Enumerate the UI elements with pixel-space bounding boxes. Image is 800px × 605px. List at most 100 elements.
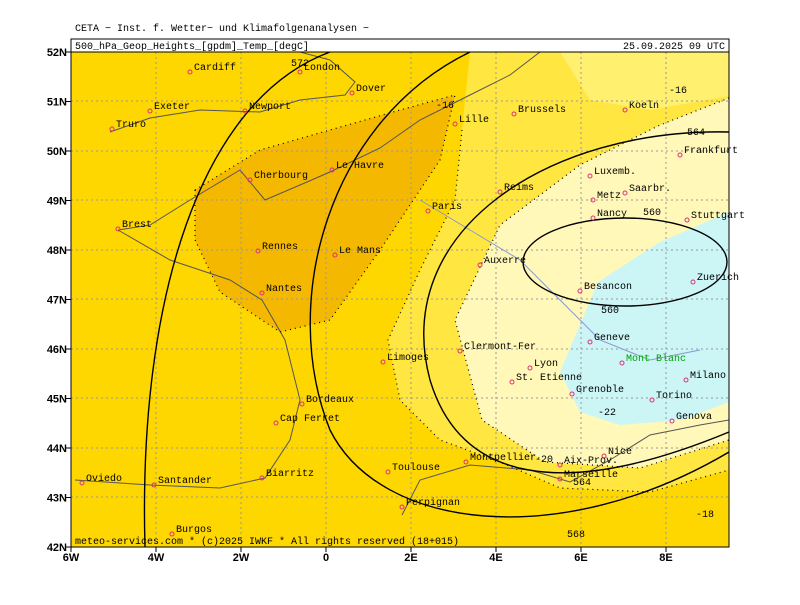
city-label: Auxerre xyxy=(484,256,526,267)
city-marker xyxy=(297,69,303,75)
lon-label: 4W xyxy=(148,552,165,564)
contour-label: 568 xyxy=(567,530,585,541)
city-label: Marseille xyxy=(564,469,618,481)
lat-label: 50N xyxy=(47,146,67,158)
contour-label: -16 xyxy=(669,86,687,97)
city-marker xyxy=(690,279,696,285)
city-label: Torino xyxy=(656,390,692,402)
city-label: Burgos xyxy=(176,525,212,536)
city-marker xyxy=(151,482,157,488)
city-label: Paris xyxy=(432,201,462,213)
city-marker xyxy=(147,108,153,114)
contour-label: 572 xyxy=(291,59,309,70)
city-marker xyxy=(622,107,628,113)
city-label: London xyxy=(304,62,340,74)
footer: meteo-services.com * (c)2025 IWKF * All … xyxy=(75,536,459,548)
valid-time: 25.09.2025 09 UTC xyxy=(623,42,725,53)
temp-contours xyxy=(194,94,729,493)
city-marker xyxy=(187,69,193,75)
city-label: Toulouse xyxy=(392,462,440,474)
city-label: Metz xyxy=(597,191,621,202)
city-label: Frankfurt xyxy=(684,145,738,157)
city-marker xyxy=(332,252,338,258)
city-label: Reims xyxy=(504,182,534,194)
map-area xyxy=(71,52,729,547)
city-label: Geneve xyxy=(594,333,630,344)
city-label: Le Mans xyxy=(339,246,381,257)
city-label: Nantes xyxy=(266,284,302,295)
city-marker xyxy=(497,189,503,195)
city-label: Dover xyxy=(356,84,386,95)
city-label: Genova xyxy=(676,412,712,423)
city-label: Koeln xyxy=(629,100,659,112)
city-marker xyxy=(79,480,85,486)
city-marker xyxy=(329,167,335,173)
city-marker xyxy=(380,359,386,365)
city-label: Montpellier xyxy=(470,452,536,464)
city-marker xyxy=(457,348,463,354)
city-label: Luxemb. xyxy=(594,166,636,178)
city-marker xyxy=(169,531,175,537)
contour-label: -22 xyxy=(598,408,616,419)
city-marker xyxy=(569,391,575,397)
lon-label: 8E xyxy=(659,552,672,564)
city-marker xyxy=(511,111,517,117)
city-marker xyxy=(619,360,625,366)
city-label: Lyon xyxy=(534,359,558,370)
city-label: Stuttgart xyxy=(691,211,745,222)
lon-label: 2W xyxy=(233,552,250,564)
product: 500_hPa_Geop_Heights_[gpdm]_Temp_[degC] xyxy=(75,41,309,53)
city-label: Perpignan xyxy=(406,497,460,509)
city-marker xyxy=(259,475,265,481)
lat-label: 48N xyxy=(47,245,67,257)
city-marker xyxy=(590,215,596,221)
city-marker xyxy=(425,208,431,214)
city-label: Grenoble xyxy=(576,384,624,396)
lat-label: 47N xyxy=(47,295,67,307)
contour-label: 564 xyxy=(573,478,591,489)
contour-label: -20 xyxy=(535,455,553,466)
city-label: Cap Ferret xyxy=(280,414,340,425)
city-marker xyxy=(590,197,596,203)
city-label: Brest xyxy=(122,220,152,231)
contour-label: 560 xyxy=(643,208,661,219)
lon-label: 2E xyxy=(404,552,417,564)
city-label: Nice xyxy=(608,446,632,458)
city-marker xyxy=(527,365,533,371)
coastlines xyxy=(74,52,729,516)
city-label: Biarritz xyxy=(266,468,314,480)
city-marker xyxy=(509,379,515,385)
city-label: Newport xyxy=(249,102,291,113)
lon-label: 0 xyxy=(323,552,329,564)
lat-label: 45N xyxy=(47,394,67,406)
city-label: Cherbourg xyxy=(254,170,308,182)
institute: CETA − Inst. f. Wetter− und Klimafolgena… xyxy=(75,23,369,35)
city-label: Truro xyxy=(116,120,146,131)
city-marker xyxy=(557,476,563,482)
city-label: Le Havre xyxy=(336,161,384,172)
city-label: Nancy xyxy=(597,209,627,220)
city-label: Aix-Prov. xyxy=(564,455,618,467)
city-label: Brussels xyxy=(518,104,566,116)
city-marker xyxy=(109,126,115,132)
city-marker xyxy=(349,90,355,96)
lat-label: 44N xyxy=(47,443,67,455)
city-marker xyxy=(587,173,593,179)
city-marker xyxy=(399,504,405,510)
city-marker xyxy=(587,339,593,345)
lon-label: 6E xyxy=(574,552,587,564)
city-label: St. Etienne xyxy=(516,372,582,384)
city-marker xyxy=(259,290,265,296)
city-label: Oviedo xyxy=(86,473,122,485)
city-marker xyxy=(463,459,469,465)
lat-label: 52N xyxy=(47,47,67,59)
city-marker xyxy=(601,453,607,459)
city-marker xyxy=(115,226,121,232)
city-marker xyxy=(557,462,563,468)
city-label: Santander xyxy=(158,475,212,487)
city-label: Limoges xyxy=(387,352,429,364)
city-marker xyxy=(273,420,279,426)
lon-label: 6W xyxy=(63,552,80,564)
city-marker xyxy=(477,262,483,268)
city-label: Mont Blanc xyxy=(626,353,686,365)
